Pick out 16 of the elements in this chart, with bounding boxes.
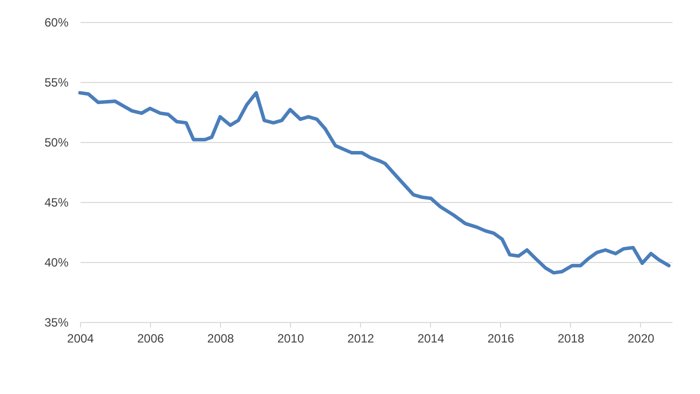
x-tick-label: 2010 — [277, 332, 304, 346]
x-tick-label: 2004 — [67, 332, 94, 346]
x-tick-label: 2020 — [628, 332, 655, 346]
x-tick-label: 2018 — [558, 332, 585, 346]
y-tick-label: 55% — [44, 76, 69, 90]
y-tick-label: 50% — [44, 136, 69, 150]
x-tick-label: 2008 — [207, 332, 234, 346]
line-series — [78, 91, 671, 275]
x-tick-label: 2012 — [347, 332, 374, 346]
y-tick-label: 45% — [44, 196, 69, 210]
x-tick-label: 2006 — [137, 332, 164, 346]
y-tick-label: 40% — [44, 256, 69, 270]
x-tick-label: 2016 — [488, 332, 515, 346]
y-tick-label: 60% — [44, 16, 69, 30]
x-tick-label: 2014 — [417, 332, 444, 346]
y-tick-label: 35% — [44, 316, 69, 330]
